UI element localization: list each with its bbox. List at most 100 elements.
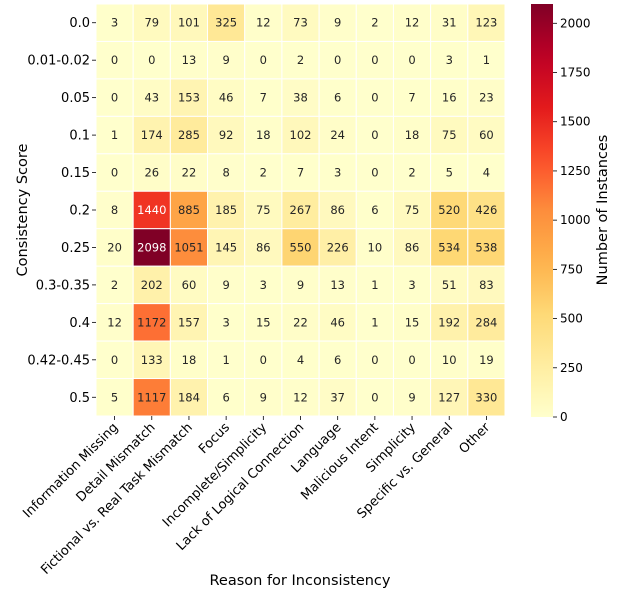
- heatmap-cell: [281, 40, 320, 80]
- heatmap-cell: [430, 265, 469, 305]
- cell-value: 284: [475, 315, 497, 329]
- heatmap-cell: [207, 115, 246, 155]
- heatmap-cell: [281, 340, 320, 380]
- colorbar-tick-label: 0: [560, 410, 568, 424]
- cell-value: 16: [442, 91, 457, 105]
- cell-value: 153: [178, 91, 200, 105]
- cell-value: 9: [222, 53, 229, 67]
- heatmap-cell: [244, 265, 283, 305]
- cell-value: 86: [330, 203, 345, 217]
- heatmap-cell: [467, 115, 506, 155]
- heatmap-cell: [318, 78, 357, 117]
- heatmap-cell: [132, 265, 171, 305]
- y-tick-label: 0.15: [61, 166, 90, 181]
- heatmap-cell: [95, 190, 134, 230]
- cell-value: 1440: [137, 203, 166, 217]
- heatmap-cell: [430, 3, 469, 42]
- heatmap-cell: [169, 115, 209, 155]
- heatmap-cell: [132, 3, 171, 42]
- cell-value: 226: [327, 240, 349, 254]
- cell-value: 9: [408, 390, 415, 404]
- heatmap-cell: [132, 228, 171, 267]
- cell-value: 19: [479, 353, 494, 367]
- cell-value: 0: [260, 353, 267, 367]
- heatmap-cell: [244, 78, 283, 117]
- cell-value: 6: [334, 353, 341, 367]
- cell-value: 0: [371, 353, 378, 367]
- cell-value: 60: [182, 278, 197, 292]
- heatmap-cell: [355, 378, 394, 417]
- y-tick-label: 0.5: [69, 391, 90, 406]
- cell-value: 31: [442, 16, 457, 30]
- cell-value: 1: [371, 315, 378, 329]
- cell-value: 2: [297, 53, 304, 67]
- heatmap-cell: [244, 378, 283, 417]
- cell-value: 43: [144, 91, 159, 105]
- heatmap-cell: [95, 228, 134, 267]
- heatmap-cell: [467, 78, 506, 117]
- y-tick-label: 0.1: [69, 129, 90, 144]
- cell-value: 267: [290, 203, 312, 217]
- cell-value: 6: [334, 91, 341, 105]
- heatmap-cell: [392, 340, 432, 380]
- colorbar-tick-label: 1750: [560, 66, 591, 80]
- cell-value: 15: [405, 315, 420, 329]
- cell-value: 18: [182, 353, 197, 367]
- heatmap-cell: [95, 40, 134, 80]
- heatmap-cell: [207, 340, 246, 380]
- heatmap-cell: [169, 228, 209, 267]
- heatmap-cell: [95, 303, 134, 342]
- cell-value: 885: [178, 203, 200, 217]
- cell-value: 9: [260, 390, 267, 404]
- cell-value: 92: [219, 128, 234, 142]
- y-tick-label: 0.01-0.02: [27, 54, 90, 69]
- heatmap-cell: [355, 340, 394, 380]
- heatmap-cell: [392, 78, 432, 117]
- heatmap-cell: [244, 40, 283, 80]
- cell-value: 123: [475, 16, 497, 30]
- cell-value: 7: [260, 91, 267, 105]
- cell-value: 86: [405, 240, 420, 254]
- heatmap-cell: [207, 153, 246, 192]
- cell-value: 38: [293, 91, 308, 105]
- colorbar-label: Number of Instances: [595, 135, 611, 286]
- cell-value: 3: [111, 16, 118, 30]
- colorbar-tick-label: 1250: [560, 164, 591, 178]
- heatmap-cell: [430, 228, 469, 267]
- cell-value: 46: [330, 315, 345, 329]
- x-tick-label: Other: [457, 420, 494, 457]
- colorbar-tick-label: 2000: [560, 16, 591, 30]
- cell-value: 3: [260, 278, 267, 292]
- heatmap-cell: [467, 265, 506, 305]
- cell-value: 285: [178, 128, 200, 142]
- cell-value: 0: [371, 53, 378, 67]
- colorbar-tick-label: 500: [560, 312, 583, 326]
- cell-value: 0: [111, 353, 118, 367]
- cell-value: 9: [297, 278, 304, 292]
- cell-value: 0: [260, 53, 267, 67]
- cell-value: 7: [408, 91, 415, 105]
- cell-value: 0: [148, 53, 155, 67]
- cell-value: 13: [182, 53, 197, 67]
- heatmap-cell: [281, 228, 320, 267]
- cell-value: 7: [297, 166, 304, 180]
- heatmap-cell: [132, 378, 171, 417]
- heatmap-cell: [207, 190, 246, 230]
- heatmap-cell: [430, 40, 469, 80]
- cell-value: 75: [405, 203, 420, 217]
- heatmap-cell: [467, 190, 506, 230]
- cell-value: 0: [371, 91, 378, 105]
- cell-value: 0: [111, 53, 118, 67]
- heatmap-cell: [355, 265, 394, 305]
- heatmap-cell: [392, 40, 432, 80]
- heatmap-cell: [392, 378, 432, 417]
- heatmap-cell: [281, 78, 320, 117]
- cell-value: 79: [144, 16, 159, 30]
- heatmap-cell: [392, 153, 432, 192]
- cell-value: 2: [260, 166, 267, 180]
- cell-value: 1: [483, 53, 490, 67]
- cell-value: 18: [256, 128, 271, 142]
- cell-value: 22: [182, 166, 197, 180]
- cell-value: 3: [408, 278, 415, 292]
